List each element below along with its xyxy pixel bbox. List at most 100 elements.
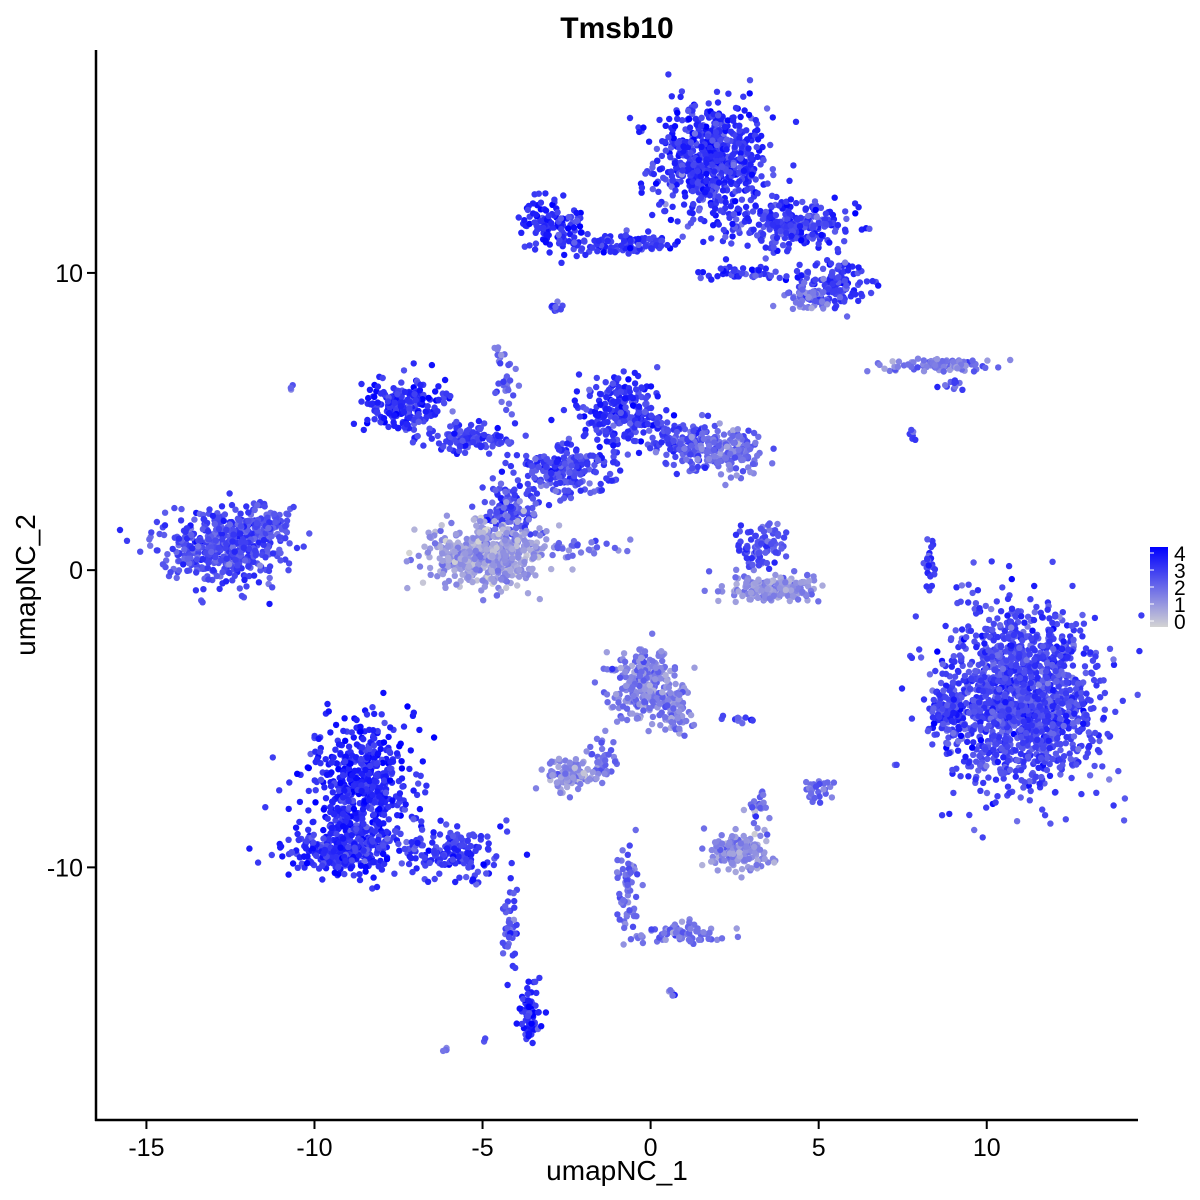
cell-point: [497, 360, 504, 367]
cell-point: [1006, 789, 1013, 797]
cell-point: [1031, 582, 1038, 590]
cell-point: [470, 516, 477, 523]
cell-point: [528, 462, 535, 470]
cell-point: [530, 510, 537, 517]
cell-point: [721, 123, 729, 131]
cell-point: [666, 115, 673, 123]
cell-point: [558, 259, 565, 266]
cell-point: [984, 357, 991, 364]
cell-point: [714, 459, 721, 467]
cell-point: [448, 519, 455, 527]
cell-point: [744, 441, 751, 448]
cell-point: [254, 502, 261, 509]
cell-point: [701, 424, 708, 431]
cell-point: [1081, 663, 1089, 670]
cell-point: [695, 156, 702, 164]
cell-point: [770, 302, 777, 310]
cell-point: [740, 167, 748, 174]
cell-point: [211, 520, 218, 528]
cell-point: [954, 365, 961, 372]
cell-point: [1121, 795, 1129, 802]
cell-point: [658, 242, 665, 250]
cell-point: [483, 546, 490, 553]
cell-point: [661, 138, 669, 146]
cell-point: [514, 518, 521, 525]
cell-point: [685, 107, 692, 115]
cell-point: [610, 448, 617, 455]
cell-point: [367, 401, 374, 408]
cell-point: [567, 494, 575, 502]
cell-point: [573, 252, 580, 260]
cell-cluster: [891, 558, 1145, 841]
cell-point: [644, 420, 652, 428]
cell-point: [928, 543, 935, 551]
cell-point: [703, 170, 710, 178]
cell-point: [680, 143, 687, 150]
cell-point: [503, 584, 510, 592]
cell-point: [521, 530, 528, 538]
cell-point: [629, 402, 637, 409]
cell-point: [841, 298, 848, 305]
cell-point: [406, 398, 413, 405]
cell-point: [829, 211, 837, 219]
cell-cluster: [479, 427, 624, 507]
cell-point: [701, 464, 709, 471]
cell-point: [940, 363, 947, 371]
cell-point: [831, 297, 838, 305]
cell-point: [266, 574, 273, 582]
cell-point: [784, 216, 791, 223]
cell-point: [654, 157, 661, 164]
cell-point: [554, 443, 561, 450]
cell-point: [662, 147, 669, 154]
cell-point: [730, 267, 738, 275]
cell-point: [1050, 645, 1057, 653]
cell-point: [251, 506, 258, 514]
cell-point: [715, 193, 722, 200]
cell-point: [573, 217, 581, 224]
cell-point: [758, 587, 765, 594]
cell-point: [713, 141, 720, 149]
cell-point: [688, 442, 695, 449]
cell-point: [548, 416, 555, 424]
cell-point: [654, 393, 661, 400]
cell-point: [776, 585, 783, 592]
cell-point: [493, 508, 501, 516]
cell-point: [537, 218, 544, 225]
cell-point: [804, 268, 812, 275]
cell-point: [513, 452, 521, 459]
cell-point: [374, 383, 382, 390]
cell-point: [866, 225, 873, 232]
cell-point: [264, 546, 271, 553]
cell-point: [746, 90, 753, 97]
cell-point: [733, 216, 740, 223]
cell-point: [724, 117, 732, 124]
cell-point: [253, 519, 261, 527]
cell-point: [277, 557, 284, 564]
cell-point: [489, 475, 496, 482]
cell-point: [831, 228, 839, 235]
cell-point: [175, 567, 183, 574]
cell-point: [411, 526, 418, 533]
cell-point: [679, 233, 686, 240]
cell-point: [1021, 619, 1028, 626]
cell-point: [205, 576, 212, 583]
cell-point: [223, 555, 230, 562]
cell-point: [523, 541, 530, 548]
cell-point: [461, 449, 469, 456]
cell-point: [715, 221, 722, 228]
cell-point: [526, 242, 533, 249]
cell-point: [688, 433, 695, 441]
cell-point: [674, 238, 681, 245]
cell-point: [123, 537, 131, 544]
cell-point: [656, 116, 663, 124]
cell-point: [660, 174, 667, 181]
cell-point: [184, 555, 191, 562]
cell-point: [658, 439, 665, 446]
cell-point: [752, 116, 759, 124]
cell-point: [647, 445, 654, 452]
cell-point: [559, 440, 566, 447]
cell-point: [511, 420, 519, 427]
cell-point: [536, 525, 543, 532]
cell-point: [667, 216, 675, 224]
cell-point: [869, 277, 876, 285]
